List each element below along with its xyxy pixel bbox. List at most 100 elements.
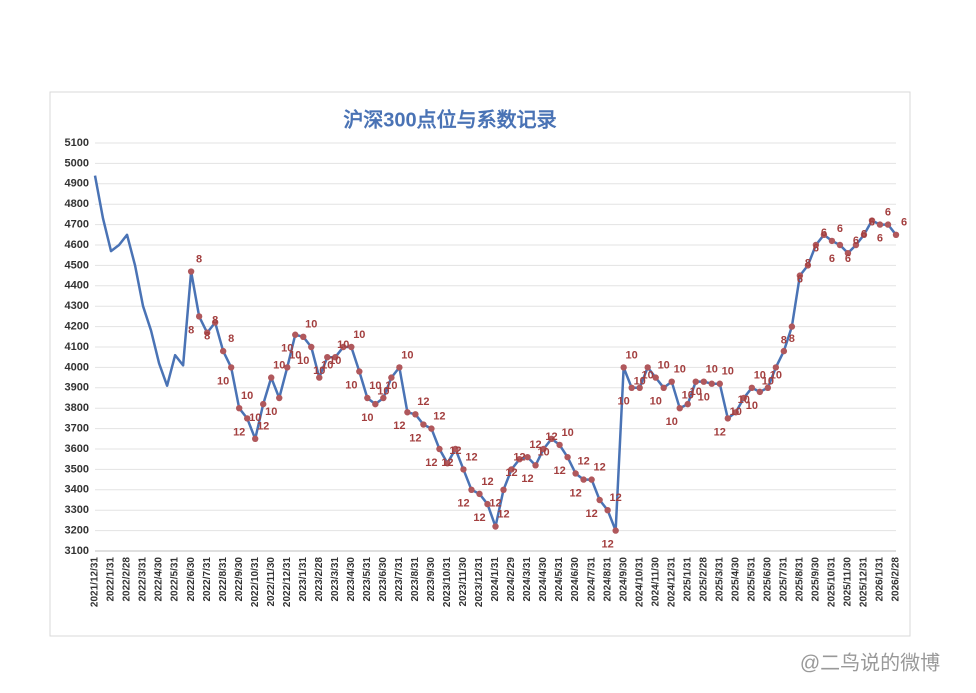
coefficient-label: 6 <box>797 273 803 285</box>
coefficient-label: 12 <box>521 473 533 485</box>
x-tick-label: 2022/1/31 <box>106 557 117 602</box>
x-tick-label: 2021/12/31 <box>90 557 101 607</box>
marker <box>187 268 195 275</box>
marker <box>596 496 603 504</box>
marker <box>276 394 283 402</box>
y-tick-label: 4500 <box>65 259 89 271</box>
coefficient-label: 10 <box>762 375 774 387</box>
watermark: @二鸟说的微博 <box>800 651 940 674</box>
y-tick-label: 3400 <box>65 484 89 496</box>
coefficient-label: 6 <box>853 235 859 247</box>
x-tick-label: 2023/5/31 <box>362 557 373 602</box>
coefficient-label: 10 <box>353 329 365 341</box>
coefficient-label: 6 <box>869 217 875 229</box>
coefficient-label: 10 <box>618 396 630 408</box>
marker <box>324 354 331 361</box>
x-tick-label: 2023/3/31 <box>330 557 341 602</box>
marker <box>292 331 299 338</box>
coefficient-label: 6 <box>837 223 843 235</box>
coefficient-label: 12 <box>481 476 493 488</box>
marker <box>756 388 764 396</box>
x-tick-label: 2024/8/31 <box>602 557 613 602</box>
coefficient-label: 10 <box>313 365 325 377</box>
x-tick-label: 2024/2/29 <box>506 557 517 602</box>
coefficient-label: 10 <box>626 349 638 361</box>
marker <box>676 405 683 412</box>
coefficient-label: 6 <box>845 253 851 265</box>
marker <box>516 456 523 463</box>
coefficient-label: 12 <box>393 420 405 432</box>
marker <box>372 400 379 408</box>
marker <box>724 415 731 422</box>
marker <box>284 364 291 371</box>
marker <box>820 231 828 238</box>
marker <box>716 380 723 387</box>
marker <box>556 441 563 449</box>
chart-frame <box>49 91 911 637</box>
x-tick-label: 2022/6/30 <box>186 557 197 602</box>
coefficient-label: 12 <box>257 421 269 433</box>
coefficient-label: 10 <box>706 364 718 376</box>
marker <box>252 435 259 442</box>
coefficient-label: 12 <box>233 426 245 438</box>
x-tick-label: 2024/7/31 <box>586 557 597 602</box>
marker <box>764 384 772 391</box>
x-tick-label: 2022/2/28 <box>122 557 133 602</box>
coefficient-label: 10 <box>770 370 782 382</box>
marker <box>788 323 796 330</box>
x-tick-label: 2023/4/30 <box>346 557 357 602</box>
x-tick-label: 2023/6/30 <box>378 557 389 602</box>
coefficient-label: 12 <box>577 455 589 467</box>
coefficient-label: 10 <box>217 375 229 387</box>
x-tick-label: 2022/3/31 <box>138 557 149 602</box>
coefficient-label: 12 <box>529 439 541 451</box>
marker <box>548 435 555 442</box>
marker <box>884 221 892 228</box>
coefficient-label: 10 <box>281 343 293 355</box>
coefficient-label: 10 <box>537 447 549 459</box>
coefficient-label: 12 <box>545 431 557 443</box>
coefficient-label: 10 <box>249 412 261 424</box>
y-tick-label: 4700 <box>65 219 89 231</box>
x-tick-label: 2023/8/31 <box>410 557 421 602</box>
coefficient-label: 12 <box>457 498 469 510</box>
x-tick-label: 2023/12/31 <box>474 557 485 607</box>
marker <box>540 445 547 453</box>
marker <box>211 319 219 326</box>
marker <box>748 384 756 391</box>
marker <box>396 364 403 371</box>
x-tick-label: 2022/10/31 <box>250 557 261 607</box>
coefficient-label: 12 <box>489 498 501 510</box>
marker <box>356 368 363 375</box>
coefficient-label: 10 <box>321 360 333 372</box>
x-tick-label: 2022/8/31 <box>218 557 229 602</box>
marker <box>828 237 836 245</box>
x-tick-label: 2024/4/30 <box>538 557 549 602</box>
marker <box>732 409 739 416</box>
x-tick-label: 2024/1/31 <box>490 557 501 602</box>
coefficient-label: 8 <box>196 253 202 265</box>
coefficient-label: 10 <box>666 416 678 428</box>
x-tick-label: 2023/2/28 <box>314 557 325 602</box>
marker <box>868 217 876 224</box>
marker <box>316 374 323 381</box>
marker <box>348 343 355 351</box>
coefficient-label: 12 <box>569 488 581 500</box>
marker <box>836 241 844 249</box>
x-tick-label: 2025/5/31 <box>746 557 757 602</box>
marker <box>804 262 812 269</box>
coefficient-label: 6 <box>861 228 867 240</box>
marker <box>604 507 611 514</box>
marker <box>235 405 243 412</box>
y-tick-label: 4400 <box>65 280 89 292</box>
coefficient-label: 12 <box>433 411 445 423</box>
marker <box>812 241 820 249</box>
marker <box>444 460 451 467</box>
x-tick-label: 2025/3/31 <box>714 557 725 602</box>
coefficient-label: 10 <box>265 406 277 418</box>
marker <box>332 354 339 361</box>
x-tick-label: 2023/11/30 <box>458 557 469 607</box>
y-tick-label: 3300 <box>65 504 89 516</box>
marker <box>260 400 267 408</box>
y-tick-label: 3200 <box>65 525 89 537</box>
